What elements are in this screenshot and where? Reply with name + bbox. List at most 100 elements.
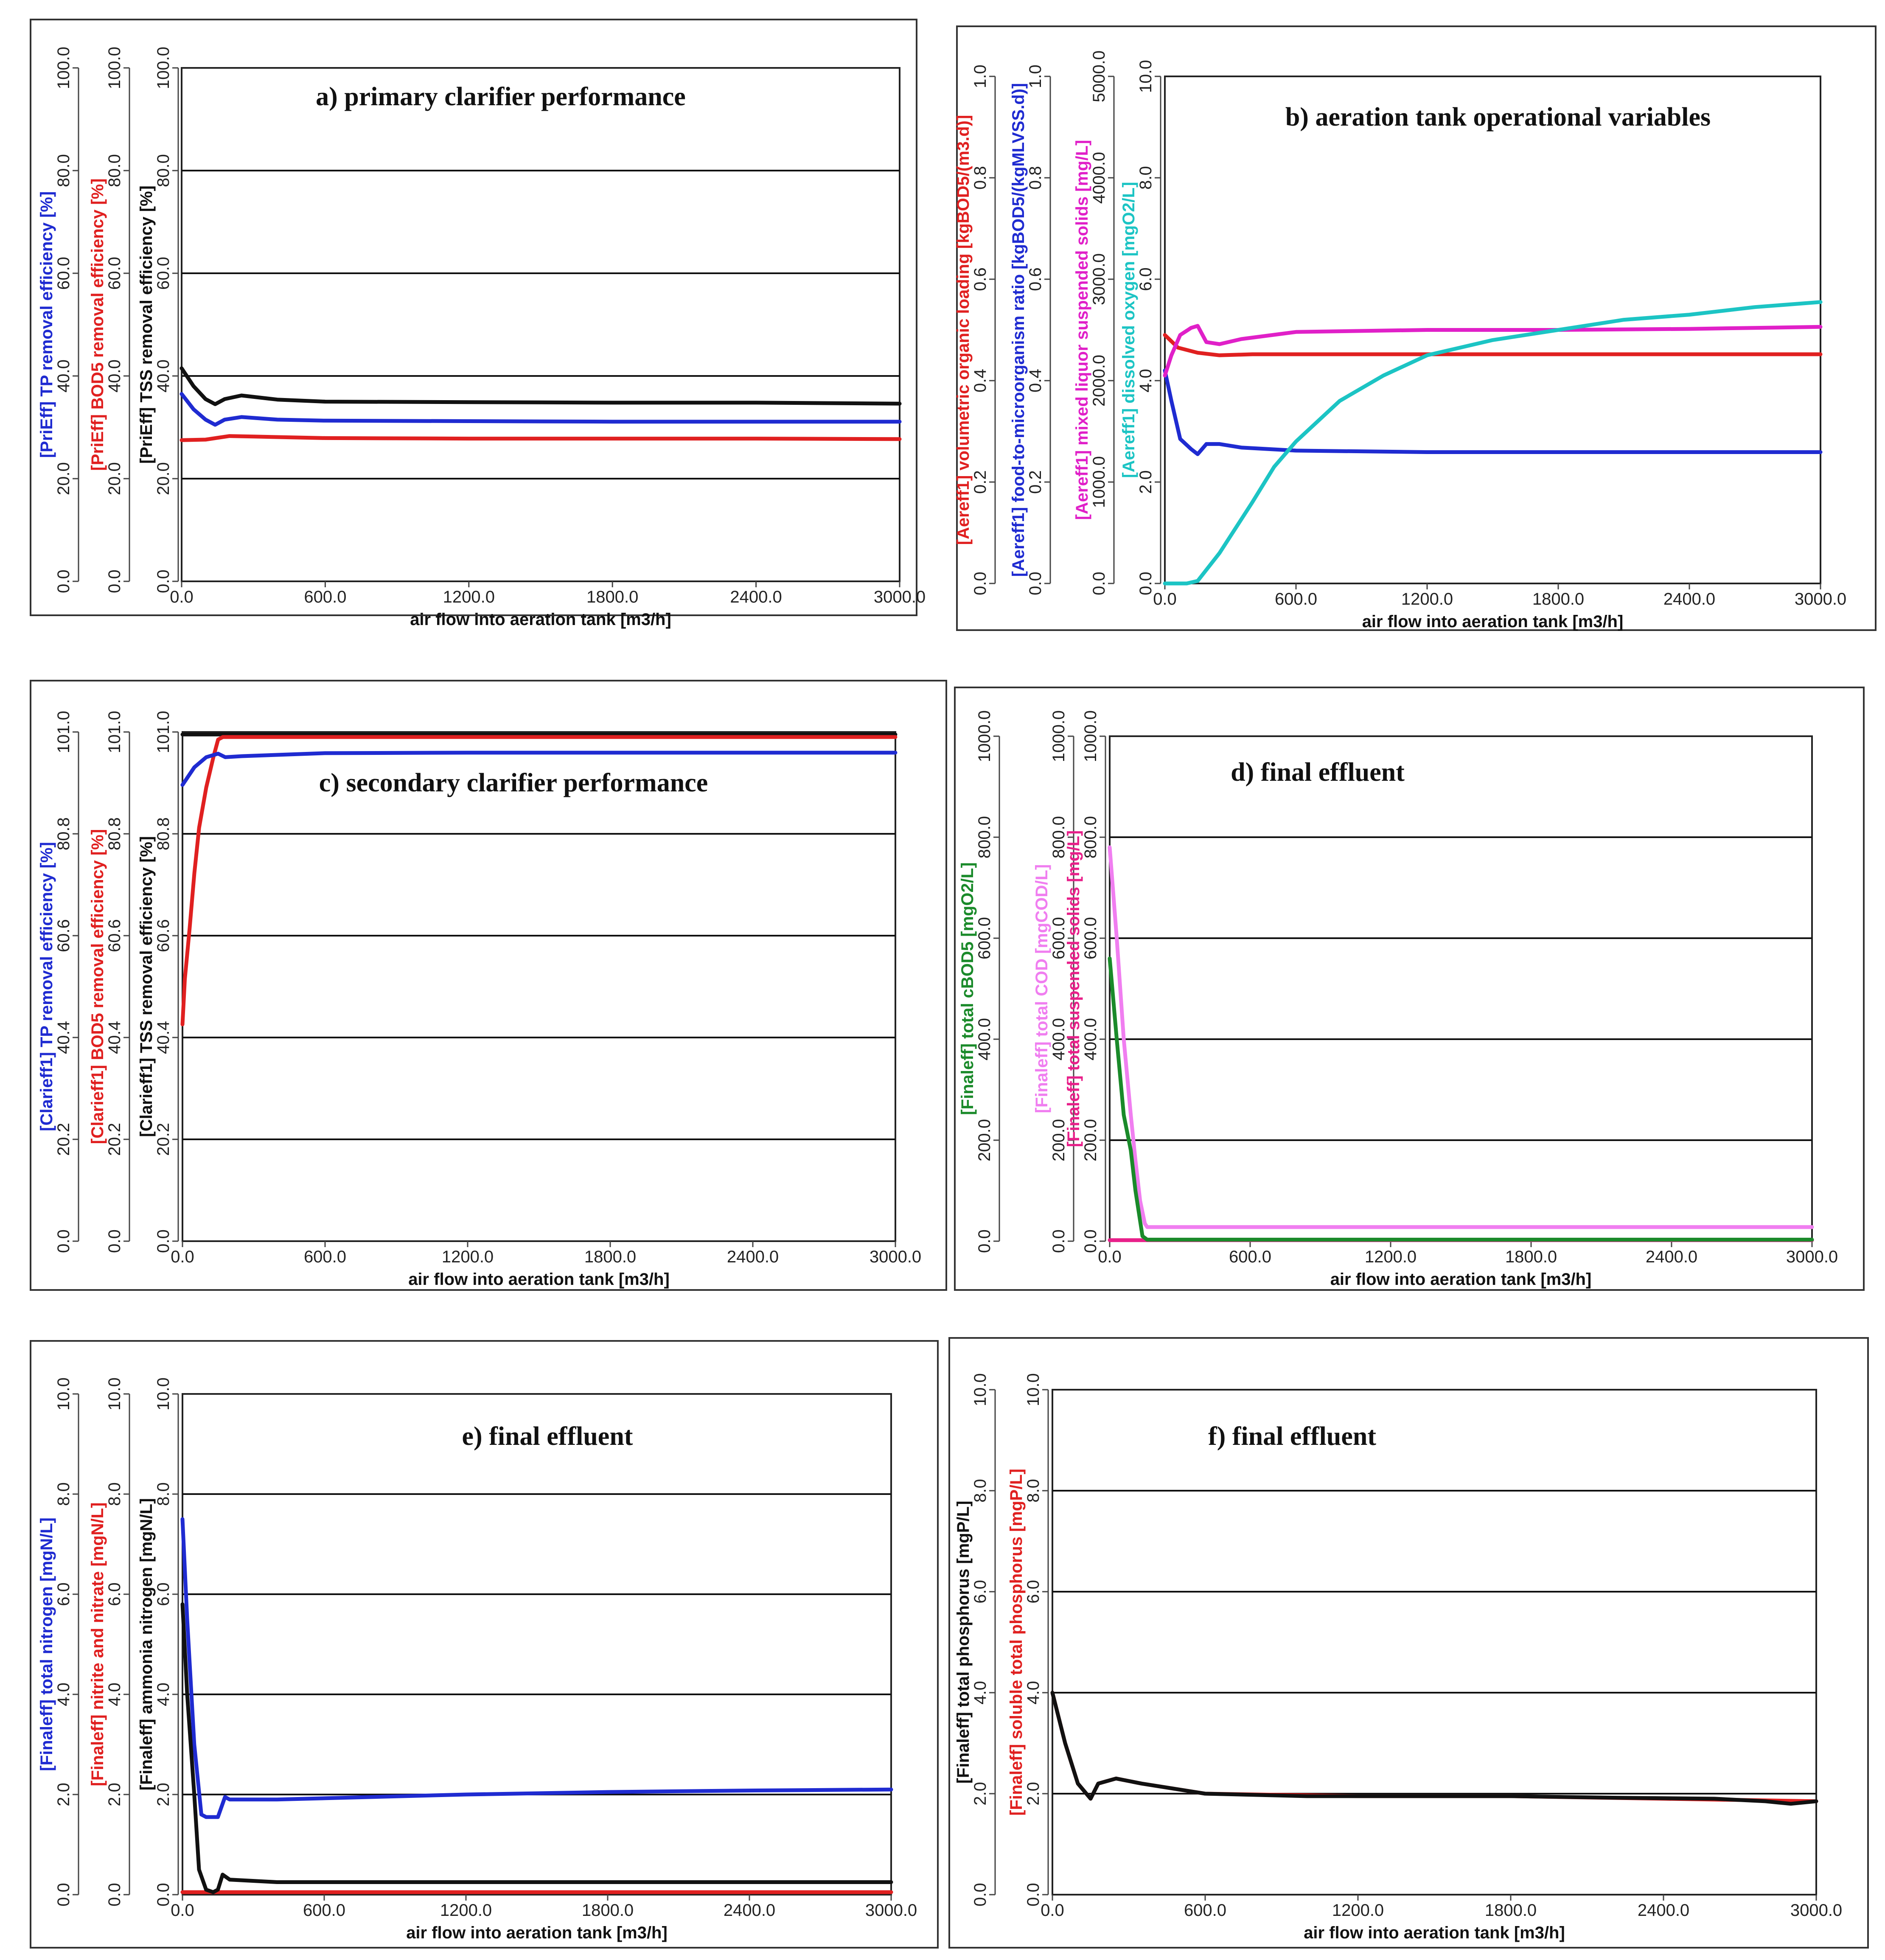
x-tick-label: 1800.0: [586, 588, 638, 606]
y-tick-label: 4000.0: [1090, 152, 1108, 204]
chart-panel-d: d) final effluent 0.0 600.0 1200.0 1800.0 240…: [954, 687, 1865, 1291]
y-tick-label: 1000.0: [1081, 710, 1100, 762]
y-tick-label: 10.0: [154, 1377, 173, 1410]
y-tick-label: 10.0: [1024, 1373, 1043, 1406]
x-tick-label: 2400.0: [1663, 590, 1715, 608]
x-axis-label: air flow into aeration tank [m3/h]: [408, 1270, 670, 1289]
y-tick-label: 4.0: [154, 1682, 173, 1706]
series-line-f-2: [1050, 1691, 1818, 1806]
y-tick-label: 0.0: [105, 1883, 124, 1907]
y-tick-label: 1000.0: [1049, 710, 1068, 762]
y-tick-label: 3000.0: [1090, 253, 1108, 305]
y-tick-label: 20.2: [54, 1123, 73, 1156]
y-axis-1: 0.0 200.0 400.0 600.0 800.0 1000.0 [Finaleff] …: [958, 710, 1000, 1253]
y-tick-label: 40.0: [154, 359, 173, 393]
chart-panel-b: b) aeration tank operational variables 0.…: [954, 25, 1877, 631]
y-tick-label: 20.2: [105, 1123, 124, 1156]
y-axis-label: [Finaleff] ammonia nitrogen [mgN/L]: [137, 1498, 156, 1791]
y-tick-label: 2.0: [154, 1783, 173, 1806]
y-tick-label: 6.0: [1136, 267, 1155, 291]
y-tick-label: 20.2: [154, 1123, 173, 1156]
y-tick-label: 80.8: [105, 817, 124, 850]
y-tick-label: 40.4: [54, 1021, 73, 1054]
y-axis-1: 0.0 20.2 40.4 60.6 80.8 101.0 [Clarieff1] TP r…: [37, 711, 79, 1253]
y-tick-label: 1.0: [971, 64, 990, 88]
y-tick-label: 2.0: [971, 1782, 990, 1806]
y-tick-label: 10.0: [54, 1377, 73, 1410]
x-tick-label: 0.0: [171, 1248, 194, 1266]
y-tick-label: 0.0: [154, 1229, 173, 1253]
y-tick-label: 0.8: [971, 166, 990, 190]
y-tick-label: 200.0: [1049, 1119, 1068, 1161]
y-tick-label: 100.0: [154, 47, 173, 89]
y-tick-label: 800.0: [1081, 816, 1100, 858]
y-tick-label: 0.0: [54, 569, 73, 593]
y-tick-label: 0.6: [1026, 267, 1045, 291]
y-tick-label: 80.0: [154, 154, 173, 187]
series-line-d-2: [1108, 845, 1814, 1229]
y-tick-label: 20.0: [54, 462, 73, 495]
y-tick-label: 0.2: [1026, 470, 1045, 494]
y-tick-label: 0.0: [975, 1229, 994, 1253]
series-line-a-1: [180, 392, 902, 427]
chart-panel-f: f) final effluent 0.0 600.0 1200.0 1800.0 240…: [948, 1337, 1869, 1949]
y-axis-1: 0.0 20.0 40.0 60.0 80.0 100.0 [PriEff] TP remo…: [37, 47, 79, 593]
x-axis-label: air flow into aeration tank [m3/h]: [1362, 612, 1624, 631]
y-axis-3: 0.0 200.0 400.0 600.0 800.0 1000.0 [Finaleff] …: [1064, 710, 1106, 1253]
y-tick-label: 1000.0: [975, 710, 994, 762]
y-tick-label: 0.0: [1136, 572, 1155, 595]
y-tick-label: 0.0: [54, 1229, 73, 1253]
series-line-b-4: [1163, 300, 1823, 586]
y-tick-label: 0.0: [1026, 572, 1045, 595]
x-tick-label: 1200.0: [442, 1248, 494, 1266]
series-line-c-3: [180, 751, 898, 787]
y-tick-label: 200.0: [975, 1119, 994, 1161]
x-tick-label: 0.0: [1153, 590, 1177, 608]
y-tick-label: 0.4: [1026, 369, 1045, 393]
y-tick-label: 0.4: [971, 369, 990, 393]
x-tick-label: 1800.0: [1485, 1901, 1537, 1920]
x-tick-label: 1200.0: [1332, 1901, 1384, 1920]
x-tick-label: 0.0: [170, 588, 194, 606]
y-tick-label: 40.0: [54, 359, 73, 393]
x-tick-label: 1200.0: [1401, 590, 1453, 608]
x-tick-label: 3000.0: [1790, 1901, 1842, 1920]
x-tick-label: 1800.0: [582, 1901, 634, 1920]
y-axis-4: 0.0 2.0 4.0 6.0 8.0 10.0 [Aereff1] dissolved o…: [1119, 60, 1161, 595]
plot-area: [181, 67, 900, 582]
chart-title: c) secondary clarifier performance: [319, 768, 708, 797]
series-line-b-1: [1163, 333, 1823, 357]
y-axis-label: [Aereff1] dissolved oxygen [mgO2/L]: [1119, 182, 1138, 478]
y-axis-label: [Finaleff] total phosphorus [mgP/L]: [954, 1501, 973, 1784]
chart-panel-c: c) secondary clarifier performance 0.0 600…: [30, 680, 947, 1291]
y-axis-1: 0.0 0.2 0.4 0.6 0.8 1.0 [Aereff1] volumetric o…: [954, 64, 996, 595]
chart-title: b) aeration tank operational variables: [1285, 103, 1711, 132]
y-tick-label: 40.0: [105, 359, 124, 393]
y-tick-label: 0.0: [971, 1883, 990, 1907]
y-tick-label: 6.0: [105, 1582, 124, 1606]
y-tick-label: 4.0: [971, 1681, 990, 1705]
x-tick-label: 600.0: [1275, 590, 1317, 608]
y-tick-label: 100.0: [54, 47, 73, 89]
y-axis-1: 0.0 2.0 4.0 6.0 8.0 10.0 [Finaleff] total phos…: [954, 1373, 996, 1907]
x-tick-label: 2400.0: [730, 588, 782, 606]
y-tick-label: 60.0: [105, 257, 124, 290]
series-line-e-2: [180, 1517, 893, 1819]
y-tick-label: 4.0: [1024, 1681, 1043, 1705]
y-tick-label: 2.0: [105, 1783, 124, 1806]
y-tick-label: 6.0: [54, 1582, 73, 1606]
y-axis-2: 0.0 0.2 0.4 0.6 0.8 1.0[Aereff1] food-to-micr…: [1009, 64, 1051, 595]
plot-area: [1052, 1389, 1817, 1896]
x-tick-label: 0.0: [1041, 1901, 1064, 1920]
y-tick-label: 101.0: [54, 711, 73, 753]
y-axis-2: 0.0 2.0 4.0 6.0 8.0 10.0 [Finaleff] nitrite an…: [88, 1377, 130, 1907]
x-tick-label: 2400.0: [1638, 1901, 1689, 1920]
y-tick-label: 0.0: [1090, 572, 1108, 595]
x-tick-label: 2400.0: [724, 1901, 775, 1920]
chart-panel-e: e) final effluent 0.0 600.0 1200.0 1800.0 240…: [30, 1340, 939, 1949]
y-axis-2: 0.0 2.0 4.0 6.0 8.0 10.0 [Finaleff] soluble to…: [1007, 1373, 1049, 1907]
y-tick-label: 20.0: [105, 462, 124, 495]
y-axis-label: [Finaleff] total nitrogen [mgN/L]: [37, 1517, 56, 1771]
y-tick-label: 2000.0: [1090, 355, 1108, 407]
y-axis-3: 0.0 2.0 4.0 6.0 8.0 10.0 [Finaleff] ammonia ni…: [137, 1377, 179, 1907]
